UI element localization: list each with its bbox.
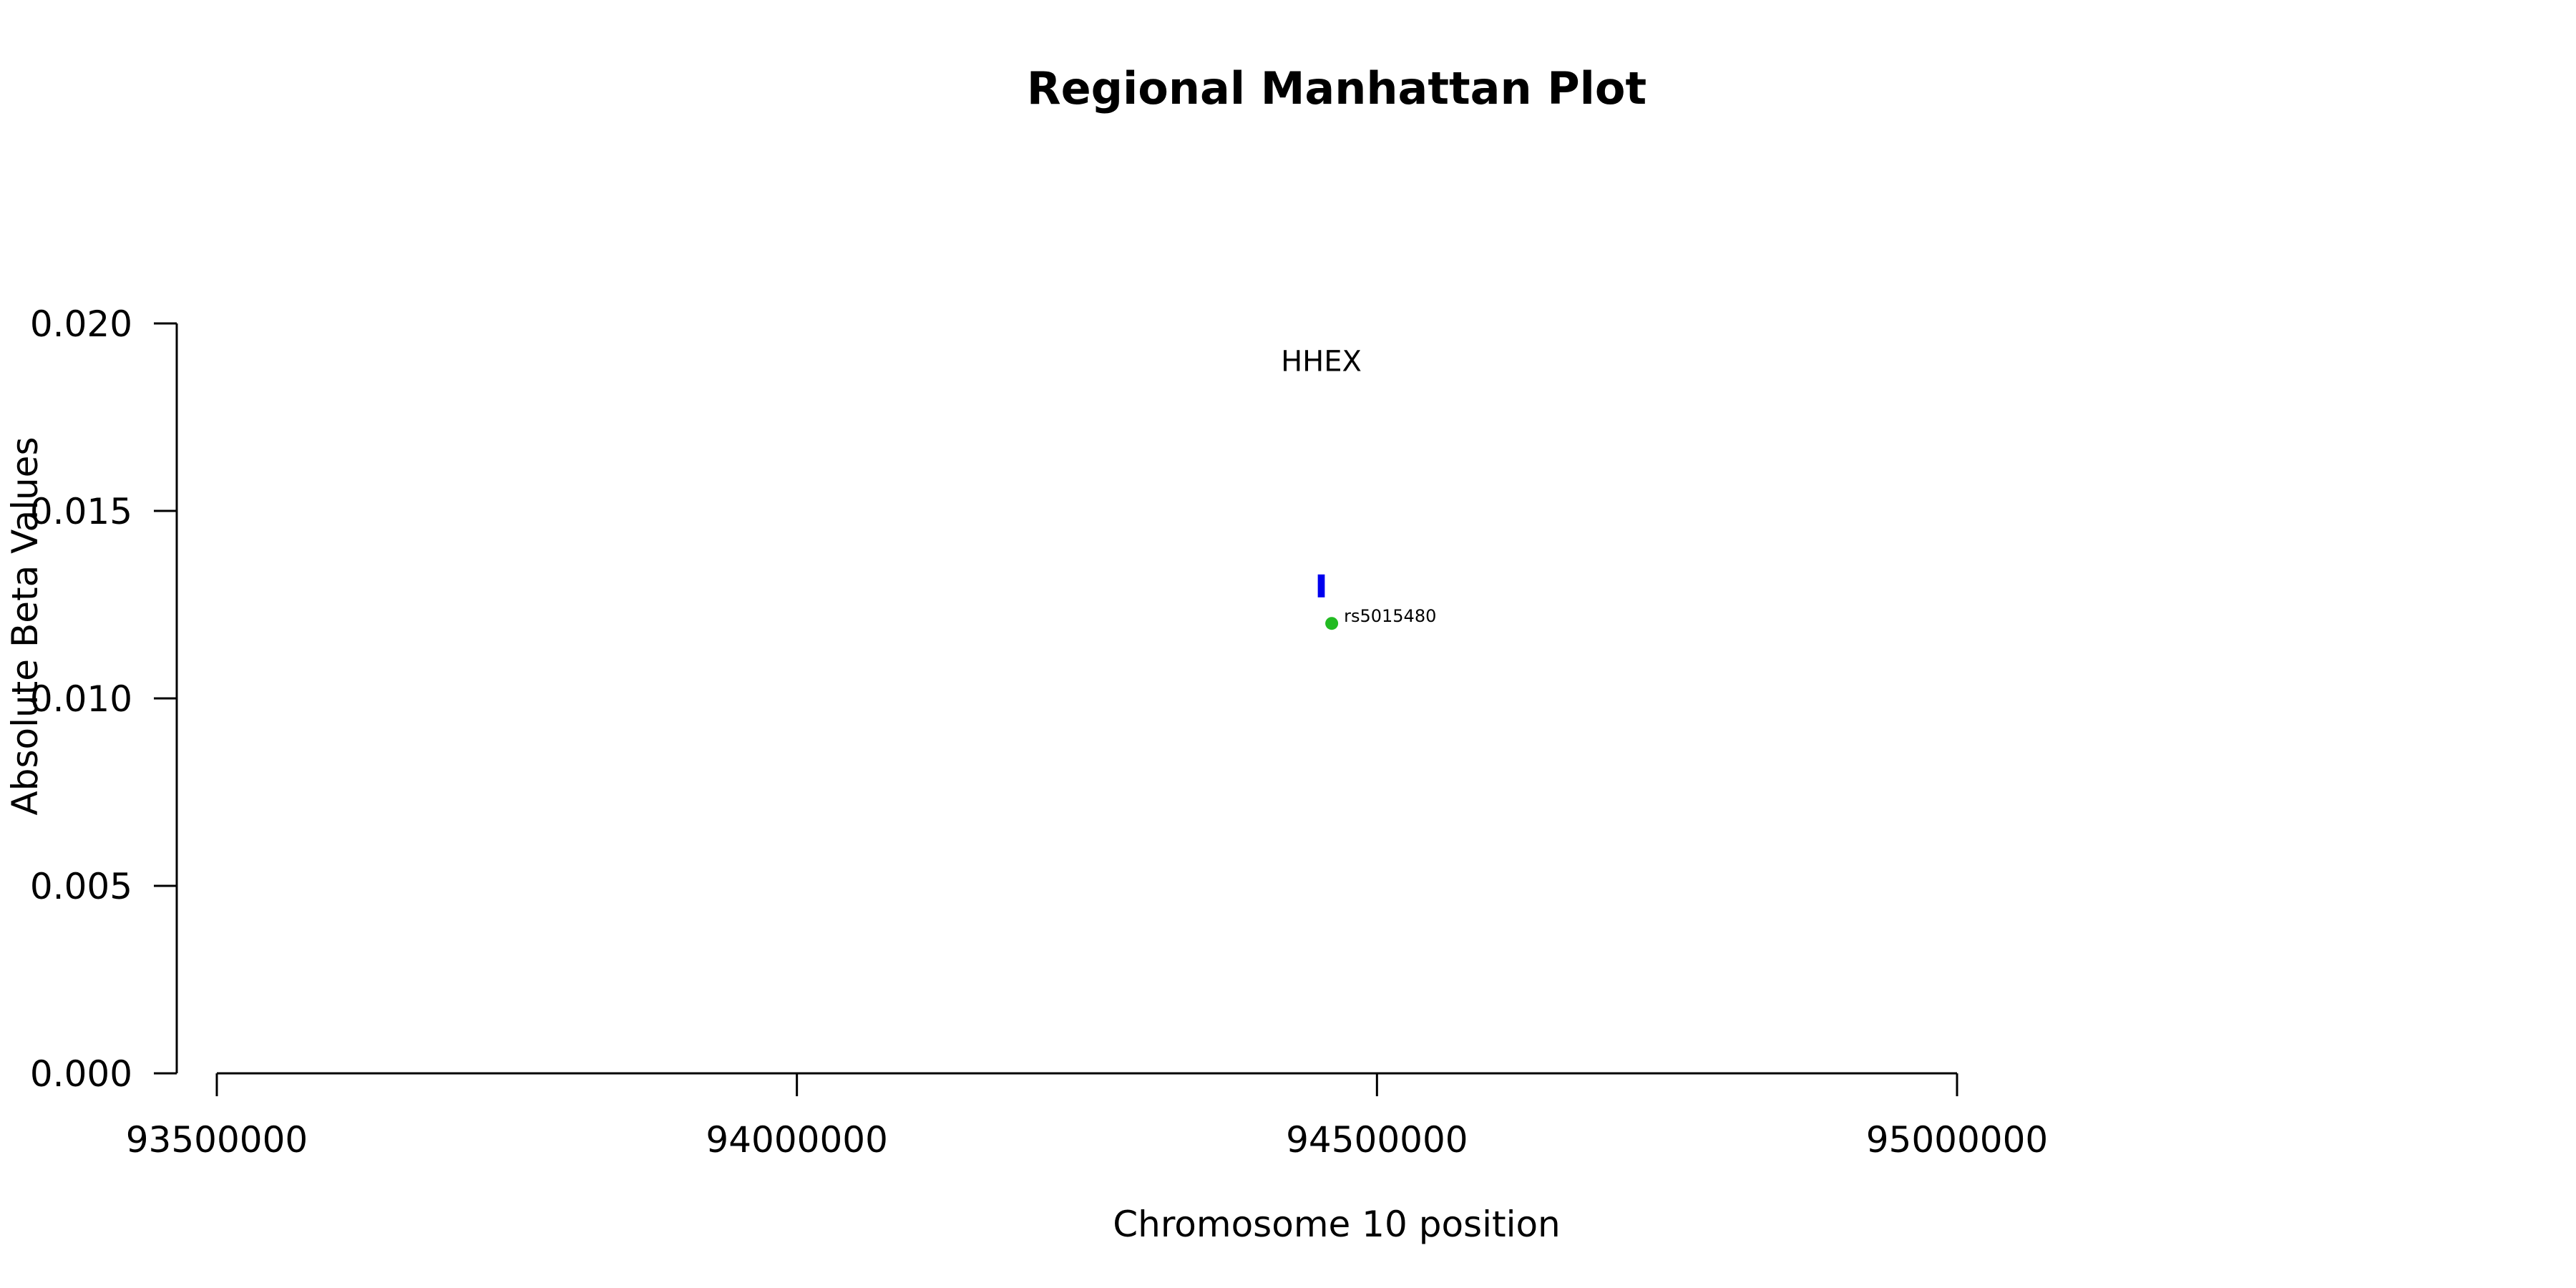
x-axis-label: Chromosome 10 position <box>1113 1204 1561 1245</box>
x-tick-label: 95000000 <box>1866 1119 2049 1161</box>
y-axis: 0.000 0.005 0.010 0.015 0.020 <box>30 303 178 1095</box>
snp-label: rs5015480 <box>1344 606 1436 626</box>
gene-bar-hhex <box>1317 574 1325 597</box>
snp-points: rs5015480 <box>1325 606 1436 630</box>
snp-point <box>1325 617 1339 630</box>
y-tick-label: 0.000 <box>30 1053 132 1095</box>
chart-title: Regional Manhattan Plot <box>1027 62 1646 114</box>
x-axis: 93500000 94000000 94500000 95000000 <box>126 1072 2049 1161</box>
y-axis-label: Absolute Beta Values <box>4 437 46 816</box>
x-tick-label: 93500000 <box>126 1119 308 1161</box>
y-tick-label: 0.020 <box>30 303 132 345</box>
gene-label: HHEX <box>1281 345 1362 378</box>
y-tick-label: 0.010 <box>30 678 132 720</box>
x-tick-label: 94000000 <box>706 1119 888 1161</box>
gene-annotations: HHEX <box>1281 345 1362 597</box>
x-tick-label: 94500000 <box>1286 1119 1468 1161</box>
y-tick-label: 0.015 <box>30 491 132 532</box>
y-tick-label: 0.005 <box>30 866 132 907</box>
